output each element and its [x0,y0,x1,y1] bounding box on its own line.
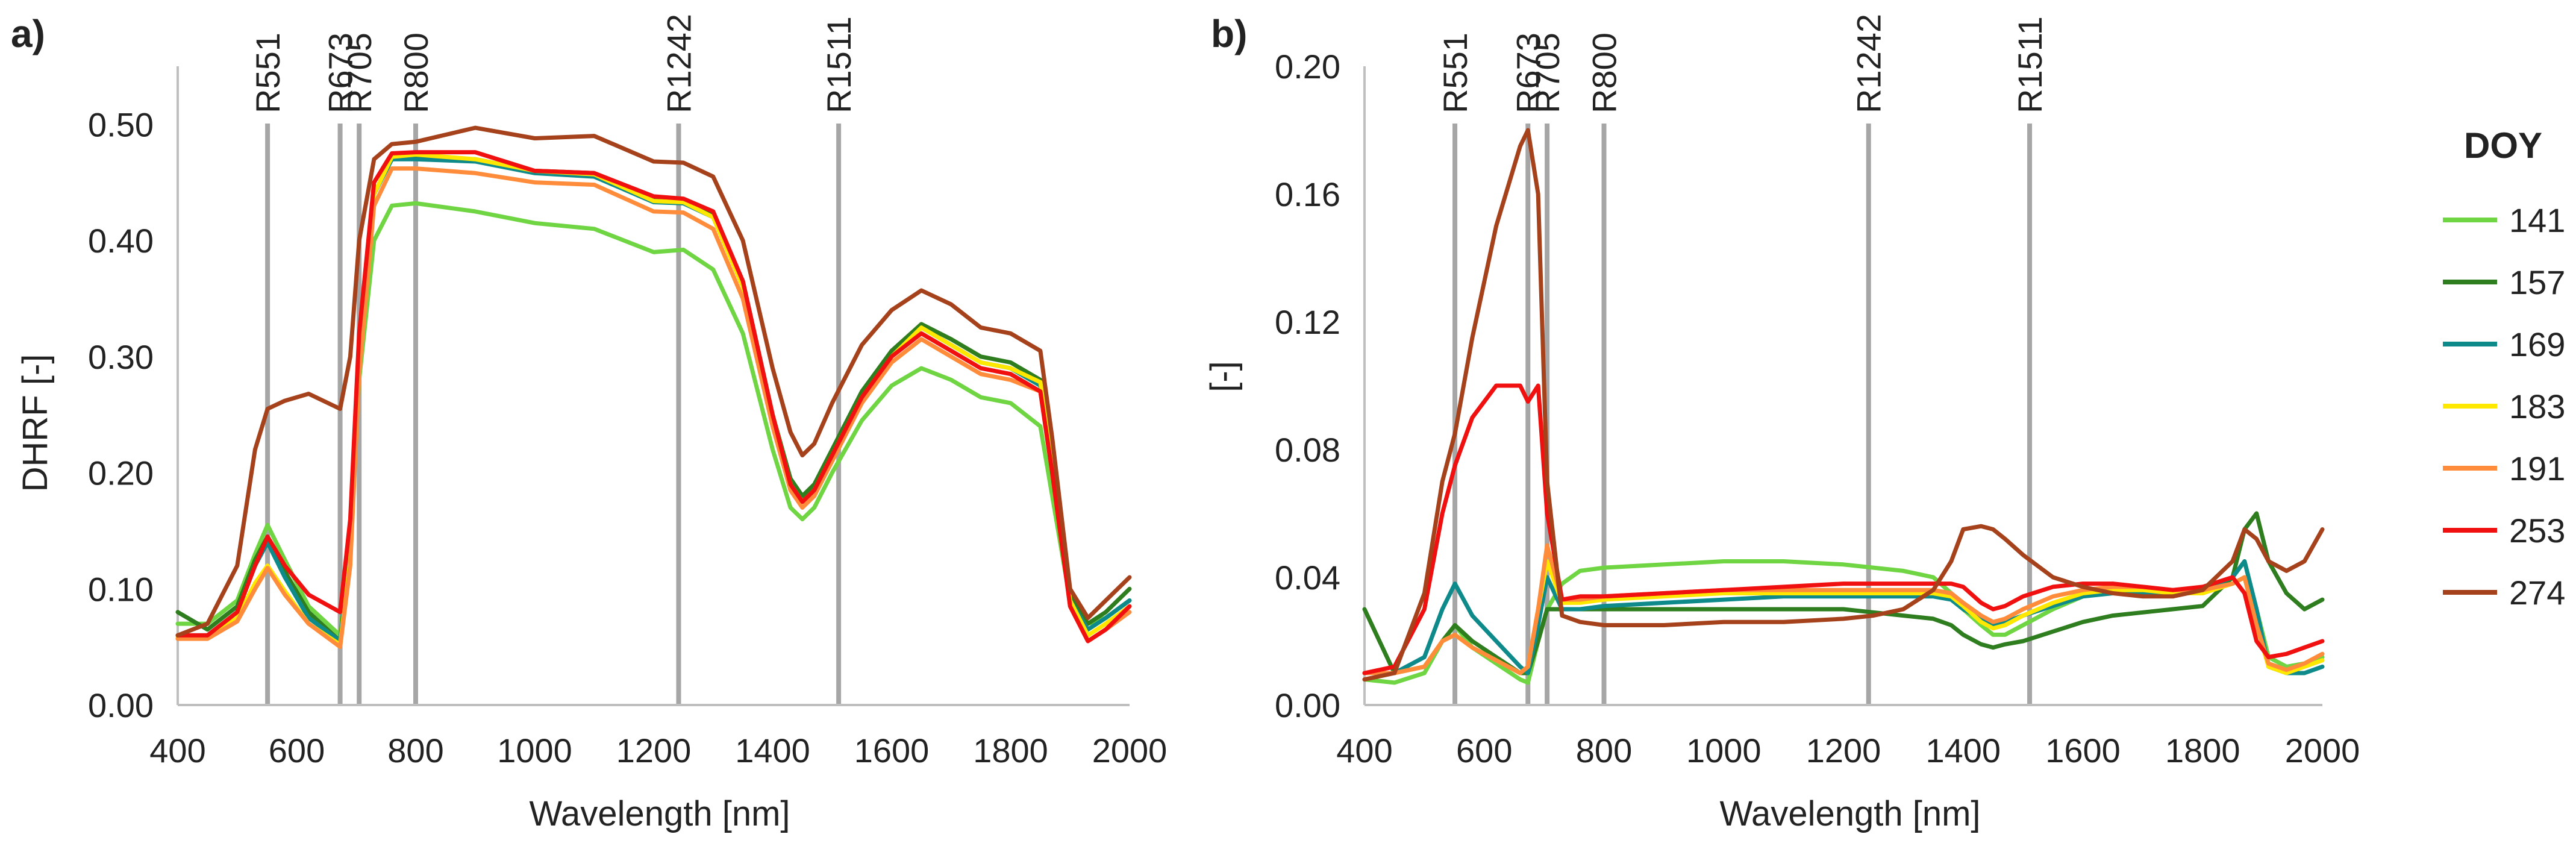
y-tick-label: 0.40 [88,222,154,260]
x-tick-label: 1000 [497,732,572,769]
x-tick-label: 1200 [616,732,692,769]
x-tick-label: 1800 [973,732,1048,769]
band-label-r673: R673 [322,33,360,113]
panel-b-y-axis-title: [-] [1204,361,1243,392]
series-line-doy-191 [175,166,1132,650]
y-tick-label: 0.20 [1275,48,1340,86]
y-tick-label: 0.16 [1275,175,1340,213]
series-line-doy-274 [175,125,1132,638]
y-tick-label: 0.04 [1275,559,1340,597]
legend-label-169: 169 [2509,325,2565,363]
x-tick-label: 600 [269,732,325,769]
x-tick-label: 600 [1456,732,1512,769]
y-tick-label: 0.10 [88,570,154,608]
band-label-r705: R705 [1528,33,1566,113]
band-label-r1511: R1511 [820,16,858,113]
x-tick-label: 800 [387,732,443,769]
series-line-doy-253 [175,150,1132,644]
band-label-r705: R705 [340,33,378,113]
y-tick-label: 0.00 [1275,686,1340,724]
x-tick-label: 400 [149,732,205,769]
x-tick-label: 400 [1336,732,1392,769]
panel-a-x-axis-title: Wavelength [nm] [529,794,790,833]
panel-b-axes: 0.00 0.04 0.08 0.12 0.16 0.20 400 600 800 1000 120… [1275,48,2360,769]
panel-b-series [1362,128,2325,685]
x-tick-label: 1600 [854,732,930,769]
legend-label-157: 157 [2509,263,2565,301]
band-label-r1511: R1511 [2011,16,2049,113]
panel-a-axes: 0.00 0.10 0.20 0.30 0.40 0.50 400 600 800 1000 120… [88,66,1167,769]
x-tick-label: 1600 [2045,732,2121,769]
legend-label-191: 191 [2509,450,2565,487]
y-tick-label: 0.30 [88,338,154,376]
series-line-doy-253 [1362,383,2325,675]
panel-b-x-axis-title: Wavelength [nm] [1719,794,1980,833]
series-line-doy-274 [1362,128,2325,682]
panel-a-y-axis-title: DHRF [-] [16,354,55,492]
legend-label-274: 274 [2509,574,2565,612]
band-label-r673: R673 [1509,33,1547,113]
series-line-doy-141 [175,201,1132,638]
band-label-r551: R551 [249,33,287,113]
legend-label-141: 141 [2509,201,2565,239]
panel-a-series [175,125,1132,650]
legend-entries: 141 157 169 183 191 253 274 [2443,201,2565,612]
y-tick-label: 0.50 [88,105,154,143]
x-tick-label: 1400 [1925,732,2001,769]
band-label-r800: R800 [1586,33,1624,113]
x-tick-label: 1800 [2165,732,2240,769]
y-tick-label: 0.12 [1275,303,1340,341]
band-label-r1242: R1242 [1850,14,1888,113]
x-tick-label: 1400 [735,732,810,769]
legend-label-253: 253 [2509,512,2565,550]
panel-b-label: b) [1211,12,1247,55]
x-tick-label: 1000 [1686,732,1762,769]
band-label-r800: R800 [397,33,435,113]
band-label-r551: R551 [1436,33,1474,113]
panel-a-label: a) [11,12,45,55]
y-tick-label: 0.00 [88,686,154,724]
x-tick-label: 2000 [1092,732,1168,769]
x-tick-label: 800 [1576,732,1632,769]
legend-title: DOY [2464,125,2542,166]
band-label-r1242: R1242 [660,14,698,113]
y-tick-label: 0.08 [1275,431,1340,469]
legend-label-183: 183 [2509,387,2565,425]
x-tick-label: 1200 [1806,732,1881,769]
series-line-doy-191 [1362,543,2325,675]
legend: DOY 141 157 169 183 191 253 274 [2443,125,2565,612]
y-tick-label: 0.20 [88,454,154,492]
x-tick-label: 2000 [2285,732,2360,769]
